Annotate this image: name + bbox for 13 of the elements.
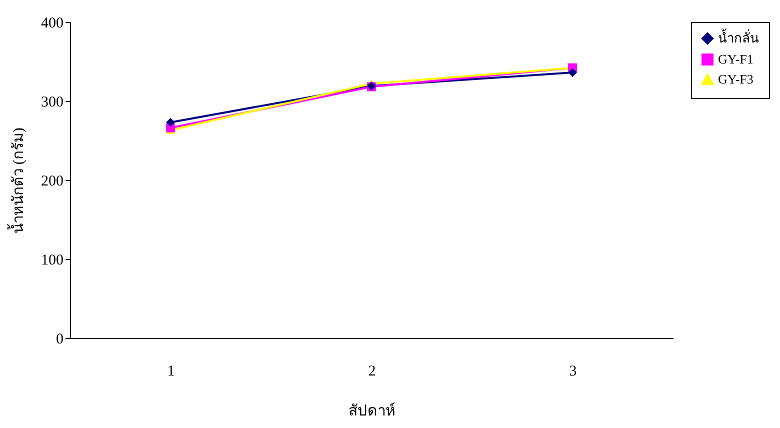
legend-label: GY-F1 xyxy=(718,52,754,66)
y-axis-title: น้ำหนักตัว (กรัม) xyxy=(7,128,27,234)
legend-label: น้ำกลั่น xyxy=(718,28,759,46)
legend-label: GY-F3 xyxy=(718,72,754,86)
y-tick-label: 100 xyxy=(41,252,64,268)
x-axis-title: สัปดาห์ xyxy=(348,402,396,420)
x-tick-label: 1 xyxy=(167,364,175,380)
y-tick-label: 0 xyxy=(56,332,64,348)
y-tick-label: 300 xyxy=(41,94,64,110)
y-tick-label: 200 xyxy=(41,174,64,190)
y-tick-label: 400 xyxy=(41,16,64,32)
x-tick-label: 3 xyxy=(569,364,577,380)
x-tick-label: 2 xyxy=(368,364,376,380)
